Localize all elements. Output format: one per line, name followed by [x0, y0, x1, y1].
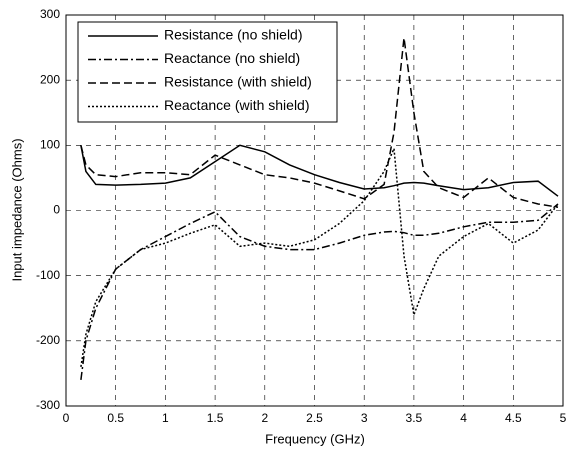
legend-label: Resistance (with shield) — [164, 74, 312, 90]
x-tick-label: 1 — [162, 411, 169, 425]
x-tick-label: 2 — [261, 411, 268, 425]
x-tick-label: 0.5 — [107, 411, 124, 425]
y-tick-label: 200 — [40, 72, 60, 86]
plot-frame — [65, 14, 564, 407]
y-axis-label: Input impedance (Ohms) — [9, 138, 24, 281]
legend-label: Resistance (no shield) — [164, 27, 303, 43]
y-tick-label: -200 — [36, 333, 60, 347]
x-axis-label: Frequency (GHz) — [265, 431, 365, 446]
x-tick-label: 4 — [460, 411, 467, 425]
x-tick-label: 2.5 — [306, 411, 323, 425]
x-tick-label: 1.5 — [207, 411, 224, 425]
series-line — [80, 37, 559, 208]
y-tick-label: 0 — [53, 203, 60, 217]
x-tick-label: 4.5 — [505, 411, 522, 425]
series-line — [80, 148, 559, 368]
y-tick-label: -100 — [36, 268, 60, 282]
y-tick-label: 100 — [40, 138, 60, 152]
legend-label: Reactance (no shield) — [164, 50, 300, 66]
legend-label: Reactance (with shield) — [164, 97, 310, 113]
x-tick-label: 5 — [560, 411, 567, 425]
y-tick-label: -300 — [36, 398, 60, 412]
series-line — [80, 144, 559, 197]
x-tick-label: 3.5 — [406, 411, 423, 425]
y-tick-label: 300 — [40, 7, 60, 21]
x-tick-label: 3 — [361, 411, 368, 425]
legend-box — [77, 21, 338, 123]
x-tick-label: 0 — [63, 411, 70, 425]
